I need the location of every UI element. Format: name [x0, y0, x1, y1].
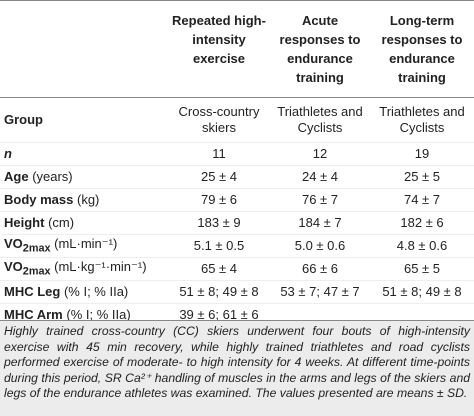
table-cell: Triathletes and Cyclists — [370, 97, 474, 143]
table-cell: 51 ± 8; 49 ± 8 — [370, 280, 474, 304]
table-cell: 4.8 ± 0.6 — [370, 234, 474, 258]
table-cell: 12 — [270, 142, 370, 166]
row-label: MHC Leg (% I; % IIa) — [0, 280, 168, 304]
table-cell: 24 ± 4 — [270, 165, 370, 189]
data-table: Repeated high- intensity exercise Acute r… — [0, 0, 474, 327]
table-row: VO2max (mL·min⁻¹) 5.1 ± 0.5 5.0 ± 0.6 4.8 ±… — [0, 234, 474, 258]
table-cell: 53 ± 7; 47 ± 7 — [270, 280, 370, 304]
row-label-name: Height — [4, 215, 45, 230]
row-label-unit: (cm) — [48, 215, 75, 230]
table-cell: 182 ± 6 — [370, 211, 474, 235]
row-label-name: Age — [4, 169, 29, 184]
table-cell: 184 ± 7 — [270, 211, 370, 235]
row-label-subscript: 2max — [22, 242, 51, 255]
table-cell: 65 ± 5 — [370, 257, 474, 281]
table-cell: 25 ± 4 — [168, 165, 270, 189]
table-cell: Triathletes and Cyclists — [270, 97, 370, 143]
row-label: VO2max (mL·min⁻¹) — [0, 234, 168, 258]
row-label: Age (years) — [0, 165, 168, 189]
table-cell: Cross-country skiers — [168, 97, 270, 143]
row-label-name: Body mass — [4, 192, 74, 207]
table-row: Age (years) 25 ± 4 24 ± 4 25 ± 5 — [0, 165, 474, 189]
row-label: Body mass (kg) — [0, 188, 168, 212]
row-label-name: VO — [4, 258, 23, 274]
table-cell: 19 — [370, 142, 474, 166]
column-header: Repeated high- intensity exercise — [168, 0, 270, 98]
column-header: Acute responses to endurance training — [270, 0, 370, 98]
row-label-name: MHC Leg — [4, 284, 61, 299]
table-cell: 25 ± 5 — [370, 165, 474, 189]
row-label-unit: (years) — [32, 169, 73, 184]
table-cell: 65 ± 4 — [168, 257, 270, 281]
table-cell: 183 ± 9 — [168, 211, 270, 235]
table-row: Group Cross-country skiers Triathletes and… — [0, 97, 474, 143]
row-label: VO2max (mL·kg⁻¹·min⁻¹) — [0, 257, 168, 281]
header-cell — [0, 0, 168, 98]
table-row: n 11 12 19 — [0, 142, 474, 166]
row-label-unit: (% I; % IIa) — [63, 284, 129, 299]
table-row: Height (cm) 183 ± 9 184 ± 7 182 ± 6 — [0, 211, 474, 235]
table-cell: 11 — [168, 142, 270, 166]
table-cell: 5.0 ± 0.6 — [270, 234, 370, 258]
row-label-unit: (kg) — [77, 192, 100, 207]
row-label-name: n — [4, 146, 12, 161]
header-row: Repeated high- intensity exercise Acute r… — [0, 0, 474, 98]
row-label-unit: (mL·kg⁻¹·min⁻¹) — [54, 258, 147, 274]
table-cell: 74 ± 7 — [370, 188, 474, 212]
row-label-name: VO — [4, 235, 23, 251]
row-label: Height (cm) — [0, 211, 168, 235]
table-cell: 66 ± 6 — [270, 257, 370, 281]
row-label-name: Group — [4, 112, 43, 127]
row-label: n — [0, 142, 168, 166]
row-label-name: MHC Arm — [4, 307, 63, 322]
table-cell: 79 ± 6 — [168, 188, 270, 212]
footnote: Highly trained cross-country (CC) skiers… — [0, 320, 474, 416]
table-cell: 51 ± 8; 49 ± 8 — [168, 280, 270, 304]
table-row: MHC Leg (% I; % IIa) 51 ± 8; 49 ± 8 53 ± 7… — [0, 280, 474, 304]
row-label-unit: (% I; % IIa) — [66, 307, 131, 322]
table-cell: 5.1 ± 0.5 — [168, 234, 270, 258]
row-label: Group — [0, 97, 168, 143]
table-row: VO2max (mL·kg⁻¹·min⁻¹) 65 ± 4 66 ± 6 65 ± 5 — [0, 257, 474, 281]
column-header: Long-term responses to endurance trainin… — [370, 0, 474, 98]
table-cell: 76 ± 7 — [270, 188, 370, 212]
row-label-subscript: 2max — [22, 265, 51, 278]
row-label-unit: (mL·min⁻¹) — [54, 235, 118, 251]
table-row: Body mass (kg) 79 ± 6 76 ± 7 74 ± 7 — [0, 188, 474, 212]
